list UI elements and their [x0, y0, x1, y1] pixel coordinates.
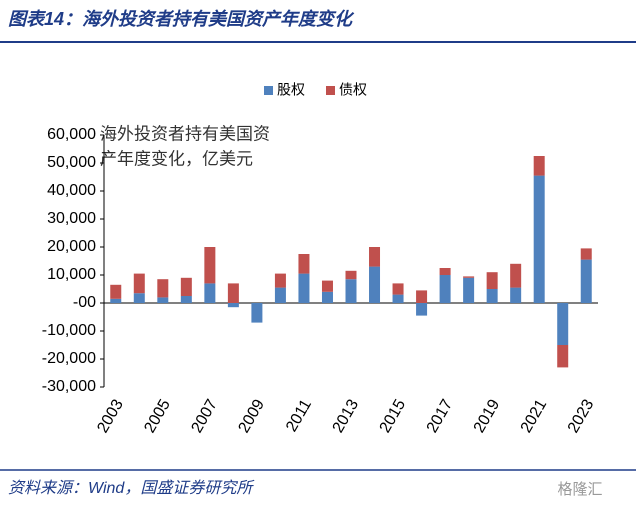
- y-tick-label: 10,000: [47, 266, 96, 283]
- x-tick-label: 2019: [471, 397, 504, 436]
- bar: [345, 279, 357, 303]
- y-tick-label: 40,000: [47, 182, 96, 199]
- bar: [510, 263, 522, 288]
- bar: [227, 283, 239, 303]
- bar: [298, 254, 310, 274]
- x-tick-label: 2007: [188, 397, 221, 436]
- bar: [557, 345, 569, 368]
- bar: [157, 297, 169, 303]
- bar: [180, 277, 192, 296]
- bar: [463, 277, 475, 303]
- bar: [439, 275, 451, 303]
- x-tick-label: 2003: [94, 397, 127, 436]
- legend-label: 债权: [339, 82, 367, 98]
- bar: [110, 298, 122, 303]
- x-tick-label: 2013: [330, 397, 363, 436]
- bar: [557, 303, 569, 345]
- bar: [369, 266, 381, 303]
- source: 资料来源：Wind，国盛证券研究所: [8, 479, 255, 497]
- y-tick-label: 50,000: [47, 154, 96, 171]
- bar: [580, 248, 592, 260]
- bar: [392, 283, 404, 295]
- bar: [180, 296, 192, 303]
- bar: [463, 276, 475, 278]
- annotation: 产年度变化，亿美元: [100, 149, 253, 168]
- bar: [486, 289, 498, 303]
- bar: [251, 303, 263, 323]
- y-tick-label: -30,000: [42, 378, 96, 395]
- bar: [369, 247, 381, 267]
- x-tick-label: 2017: [424, 397, 457, 436]
- y-tick-label: -20,000: [42, 350, 96, 367]
- bar: [274, 287, 286, 303]
- bar: [321, 291, 333, 303]
- legend-swatch: [264, 86, 273, 95]
- legend-label: 股权: [277, 82, 305, 98]
- bar: [416, 290, 428, 303]
- x-tick-label: 2005: [141, 397, 174, 436]
- bar: [274, 273, 286, 288]
- chart-title: 图表14：海外投资者持有美国资产年度变化: [8, 9, 355, 29]
- x-tick-label: 2009: [236, 397, 269, 436]
- bar: [204, 247, 216, 284]
- annotation: 海外投资者持有美国资: [100, 124, 270, 143]
- bar: [345, 270, 357, 280]
- bar: [533, 156, 545, 176]
- bar: [580, 259, 592, 303]
- bar: [227, 303, 239, 308]
- bar: [416, 303, 428, 316]
- bar: [439, 268, 451, 275]
- bar: [298, 273, 310, 303]
- bar: [486, 272, 498, 289]
- bar: [133, 273, 145, 294]
- x-tick-label: 2023: [565, 397, 598, 436]
- bar: [510, 287, 522, 303]
- bar: [110, 284, 122, 299]
- y-tick-label: -00: [73, 294, 96, 311]
- y-tick-label: 60,000: [47, 126, 96, 143]
- bar: [133, 293, 145, 303]
- y-tick-label: 30,000: [47, 210, 96, 227]
- bar: [157, 279, 169, 298]
- bar: [533, 175, 545, 303]
- watermark: 格隆汇: [557, 481, 602, 498]
- x-tick-label: 2021: [518, 397, 551, 436]
- x-tick-label: 2015: [377, 397, 410, 436]
- bar: [321, 280, 333, 292]
- bar: [204, 283, 216, 303]
- bar: [392, 294, 404, 303]
- legend-swatch: [326, 86, 335, 95]
- y-tick-label: -10,000: [42, 322, 96, 339]
- x-tick-label: 2011: [283, 397, 315, 435]
- y-tick-label: 20,000: [47, 238, 96, 255]
